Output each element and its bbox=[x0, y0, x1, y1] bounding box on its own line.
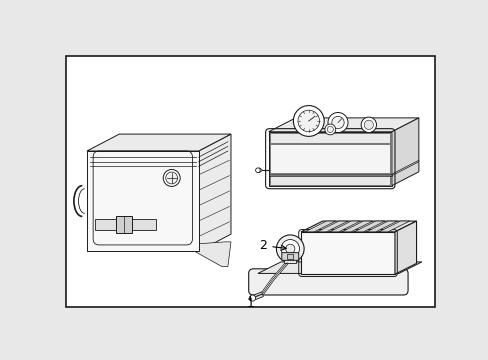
Polygon shape bbox=[198, 134, 230, 251]
Circle shape bbox=[331, 116, 344, 129]
Circle shape bbox=[324, 124, 335, 135]
Polygon shape bbox=[329, 221, 360, 232]
Circle shape bbox=[276, 235, 304, 263]
FancyBboxPatch shape bbox=[248, 269, 407, 295]
Polygon shape bbox=[95, 219, 156, 230]
Circle shape bbox=[360, 117, 376, 132]
Circle shape bbox=[364, 120, 373, 130]
Circle shape bbox=[327, 112, 347, 132]
Circle shape bbox=[281, 239, 299, 258]
Text: 2: 2 bbox=[259, 239, 285, 252]
Circle shape bbox=[297, 110, 319, 132]
Polygon shape bbox=[254, 292, 263, 300]
Polygon shape bbox=[353, 221, 384, 232]
Polygon shape bbox=[87, 134, 230, 151]
Polygon shape bbox=[253, 276, 403, 293]
Polygon shape bbox=[305, 221, 335, 232]
Polygon shape bbox=[394, 221, 416, 274]
Polygon shape bbox=[391, 118, 418, 186]
Bar bbox=[286, 254, 293, 259]
Polygon shape bbox=[87, 151, 198, 251]
Polygon shape bbox=[301, 232, 394, 274]
Polygon shape bbox=[268, 132, 391, 186]
Polygon shape bbox=[378, 221, 409, 232]
Circle shape bbox=[249, 295, 255, 301]
Polygon shape bbox=[183, 242, 230, 266]
Polygon shape bbox=[270, 175, 389, 185]
Circle shape bbox=[326, 126, 333, 132]
Polygon shape bbox=[116, 216, 131, 233]
Polygon shape bbox=[366, 221, 396, 232]
Polygon shape bbox=[341, 221, 372, 232]
Polygon shape bbox=[257, 262, 421, 274]
Polygon shape bbox=[284, 256, 296, 263]
FancyBboxPatch shape bbox=[281, 253, 298, 260]
Circle shape bbox=[165, 172, 177, 184]
Text: 1: 1 bbox=[246, 297, 254, 310]
Circle shape bbox=[293, 105, 324, 136]
Polygon shape bbox=[268, 118, 418, 132]
Polygon shape bbox=[270, 132, 389, 143]
Polygon shape bbox=[270, 144, 389, 173]
Circle shape bbox=[285, 244, 294, 253]
Polygon shape bbox=[317, 221, 347, 232]
Circle shape bbox=[163, 170, 180, 186]
Polygon shape bbox=[301, 221, 416, 232]
Circle shape bbox=[255, 168, 260, 172]
